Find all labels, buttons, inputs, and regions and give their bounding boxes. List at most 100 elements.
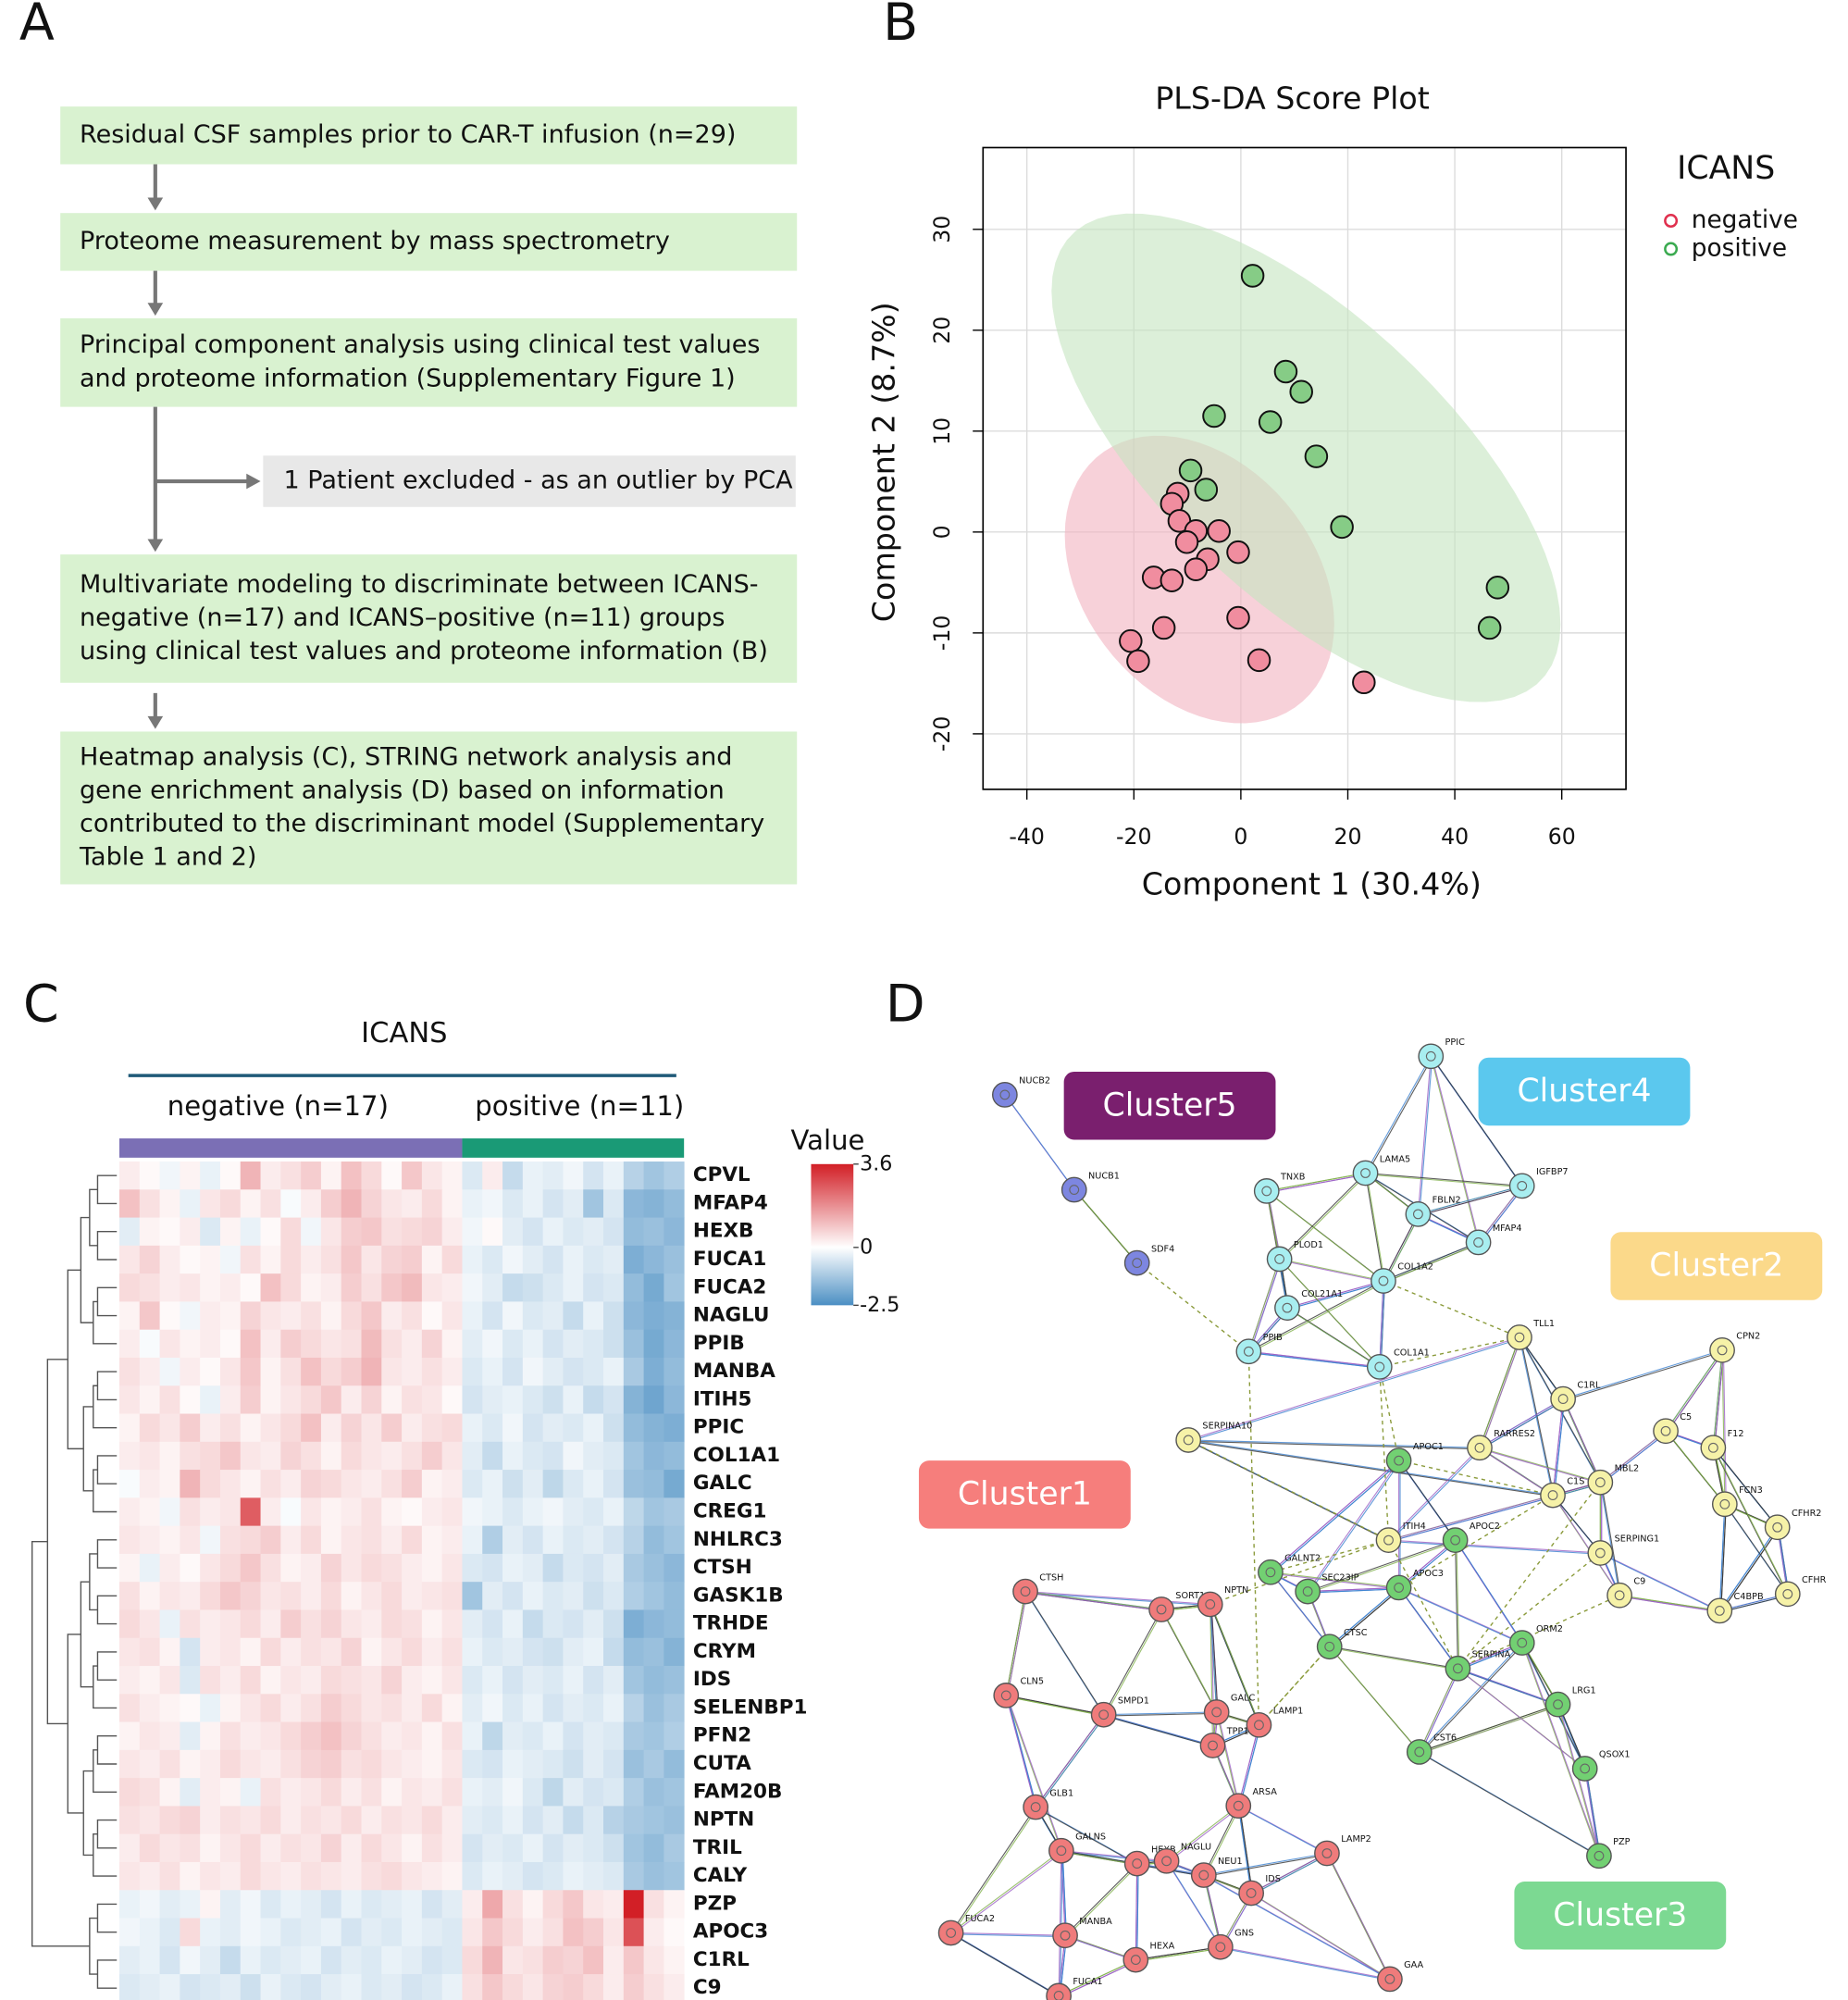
heatmap-cell: [118, 1357, 141, 1386]
heatmap-cell: [341, 1301, 362, 1331]
network-edge: [1005, 1591, 1026, 1696]
heatmap-cell: [402, 1582, 423, 1610]
heatmap-cell: [139, 1497, 160, 1527]
heatmap-cell: [664, 1806, 685, 1835]
heatmap-cell: [502, 1497, 524, 1527]
node-label: PLOD1: [1294, 1240, 1323, 1250]
heatmap-cell: [381, 1918, 403, 1947]
heatmap-cell: [623, 1694, 645, 1722]
heatmap-cell: [200, 1301, 221, 1331]
heatmap-cell: [240, 1694, 261, 1722]
heatmap-cell: [260, 1470, 281, 1498]
heatmap-cell: [542, 1301, 564, 1331]
heatmap-cell: [139, 1806, 160, 1835]
node-glyph: [1324, 1641, 1335, 1652]
network-edge: [1136, 1947, 1222, 1962]
heatmap-cell: [482, 1161, 503, 1190]
heatmap-cell: [139, 1441, 160, 1471]
network-edge: [1430, 1056, 1480, 1243]
heatmap-cell: [118, 1637, 141, 1667]
heatmap-cell: [623, 1918, 645, 1947]
heatmap-cell: [421, 1890, 443, 1919]
heatmap-cell: [664, 1890, 685, 1919]
legend-title: ICANS: [1677, 150, 1775, 187]
heatmap-cell: [502, 1861, 524, 1891]
heatmap-cell: [462, 1890, 483, 1919]
heatmap-cell: [664, 1470, 685, 1498]
heatmap-cell: [563, 1609, 584, 1639]
heatmap-cell: [219, 1161, 242, 1190]
heatmap-cell: [260, 1861, 281, 1891]
heatmap-cell: [301, 1245, 322, 1274]
heatmap-cell: [583, 1525, 604, 1555]
heatmap-cell: [139, 1385, 160, 1414]
heatmap-cell: [280, 1553, 302, 1583]
heatmap-cell: [280, 1890, 302, 1919]
colorbar-tick-label: 3.6: [860, 1151, 892, 1175]
heatmap-cell: [441, 1245, 463, 1274]
heatmap-cell: [664, 1609, 685, 1639]
heatmap-cell: [643, 1217, 664, 1247]
heatmap-cell: [583, 1582, 604, 1610]
heatmap-cell: [643, 1721, 664, 1751]
row-label: GASK1B: [693, 1584, 784, 1607]
heatmap-cell: [118, 1806, 141, 1835]
heatmap-cell: [664, 1273, 685, 1302]
network-edge: [1601, 1553, 1721, 1613]
heatmap-cell: [139, 1945, 160, 1975]
node-label: CPN2: [1736, 1332, 1760, 1342]
heatmap-cell: [441, 1833, 463, 1863]
heatmap-cell: [200, 1217, 221, 1247]
network-edge: [1307, 1539, 1456, 1593]
heatmap-cell: [118, 1609, 141, 1639]
heatmap-cell: [542, 1582, 564, 1610]
heatmap-cell: [522, 1301, 544, 1331]
heatmap-cell: [522, 1385, 544, 1414]
network-node: [1764, 1514, 1791, 1541]
heatmap-cell: [139, 1161, 160, 1190]
node-label: LRG1: [1572, 1685, 1596, 1696]
heatmap-cell: [381, 1890, 403, 1919]
network-node: [1046, 1982, 1072, 2000]
heatmap-cell: [320, 1974, 342, 2000]
heatmap-cell: [118, 1666, 141, 1695]
heatmap-cell: [320, 1721, 342, 1751]
heatmap-cell: [563, 1749, 584, 1779]
point: [1289, 379, 1313, 404]
network-edge: [1249, 1260, 1282, 1353]
heatmap-cell: [341, 1357, 362, 1386]
network-edge: [1720, 1505, 1727, 1612]
network-edge: [1279, 1173, 1366, 1260]
heatmap-cell: [159, 1470, 180, 1498]
heatmap-cell: [664, 1749, 685, 1779]
heatmap-cell: [280, 1385, 302, 1414]
chart-title: PLS-DA Score Plot: [1155, 81, 1430, 117]
network-edge: [1419, 1186, 1524, 1216]
heatmap-cell: [482, 1833, 503, 1863]
heatmap-cell: [381, 1637, 403, 1667]
dendrogram-branch: [96, 1286, 118, 1317]
heatmap-cell: [361, 1385, 382, 1414]
heatmap-cell: [462, 1582, 483, 1610]
network-edge: [1308, 1588, 1401, 1594]
heatmap-cell: [542, 1861, 564, 1891]
heatmap-cell: [441, 1413, 463, 1443]
heatmap-cell: [563, 1217, 584, 1247]
node-glyph: [1020, 1586, 1031, 1597]
heatmap-cell: [280, 1833, 302, 1863]
heatmap-cell: [180, 1637, 201, 1667]
network-edge: [1481, 1448, 1602, 1484]
heatmap-cell: [421, 1833, 443, 1863]
heatmap-cell: [643, 1273, 664, 1302]
network-edge: [1036, 1715, 1106, 1809]
node-label: CFHR2: [1792, 1509, 1822, 1519]
heatmap-cell: [421, 1582, 443, 1610]
node-glyph: [1772, 1522, 1783, 1533]
node-glyph: [1553, 1699, 1563, 1710]
heatmap-cell: [462, 1357, 483, 1386]
point: [1273, 359, 1298, 384]
heatmap-cell: [542, 1161, 564, 1190]
node-label: RARRES2: [1494, 1429, 1535, 1439]
node-glyph: [1717, 1345, 1728, 1356]
heatmap-cell: [118, 1497, 141, 1527]
